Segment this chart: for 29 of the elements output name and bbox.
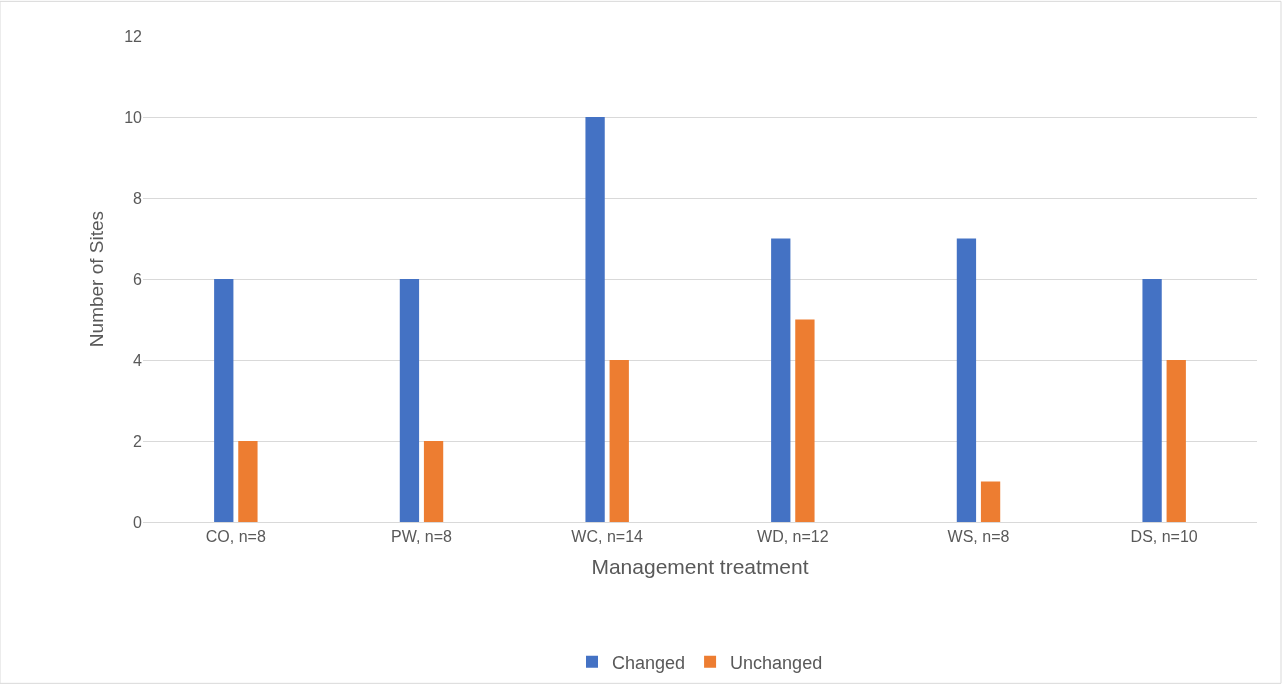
bar <box>423 441 444 522</box>
bar <box>399 279 420 522</box>
y-tick-label: 2 <box>133 432 143 450</box>
bar <box>980 481 1001 522</box>
bar <box>1142 279 1162 522</box>
x-tick-label: PW, n=8 <box>391 528 453 546</box>
y-tick-label: 0 <box>133 513 143 531</box>
x-tick-label: WC, n=14 <box>571 528 644 546</box>
bar <box>956 238 977 522</box>
legend-label: Changed <box>612 652 686 673</box>
y-tick-label: 10 <box>124 108 143 126</box>
x-tick-label: DS, n=10 <box>1130 528 1198 546</box>
x-tick-label: WS, n=8 <box>947 528 1010 546</box>
y-axis-title: Number of Sites <box>86 210 108 348</box>
y-tick-label: 12 <box>124 27 143 45</box>
y-tick-label: 8 <box>133 189 143 207</box>
x-tick-label: WD, n=12 <box>757 528 829 546</box>
x-axis-title: Management treatment <box>591 555 809 579</box>
y-tick-label: 4 <box>133 351 143 369</box>
x-tick-label: CO, n=8 <box>205 528 266 546</box>
bar <box>795 319 815 522</box>
bar <box>771 238 791 522</box>
bar <box>238 441 258 522</box>
legend-label: Unchanged <box>730 652 823 673</box>
bar <box>585 117 605 522</box>
y-tick-label: 6 <box>133 270 143 288</box>
bar <box>214 279 234 522</box>
bar <box>1166 360 1186 522</box>
bar <box>609 360 629 522</box>
